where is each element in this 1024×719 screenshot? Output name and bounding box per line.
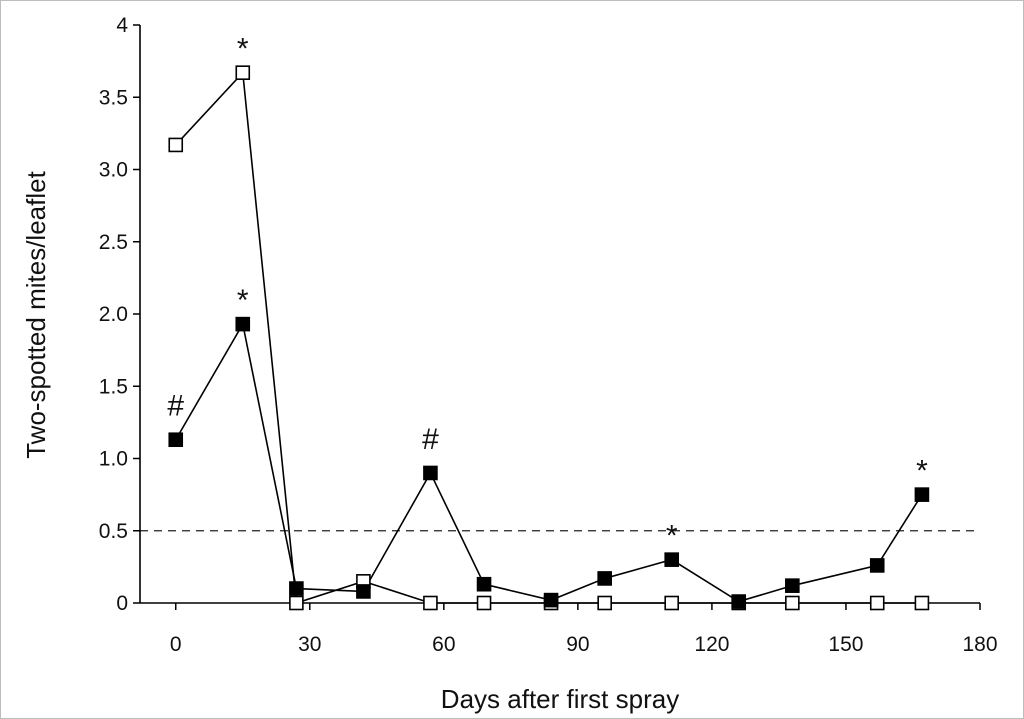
filled-square-point — [869, 558, 885, 573]
series-line-filled-square — [175, 321, 923, 603]
filled-square-point — [664, 552, 680, 567]
x-tick-label: 150 — [828, 633, 863, 656]
x-tick-label: 30 — [298, 633, 321, 656]
filled-square-point — [731, 594, 747, 609]
x-tick-label: 60 — [432, 633, 455, 656]
filled-square-point — [168, 432, 184, 448]
y-tick-label: 2.0 — [99, 303, 128, 326]
filled-square-point — [476, 576, 492, 592]
x-tick-label: 0 — [170, 633, 182, 656]
series-line-open-square — [175, 70, 922, 605]
open-square-point — [664, 595, 680, 611]
open-square-point — [597, 595, 612, 611]
filled-square-point — [289, 581, 304, 596]
filled-square-point — [356, 584, 371, 599]
y-tick-label: 4 — [116, 14, 128, 37]
filled-square-point — [423, 465, 438, 481]
significance-star: * — [237, 284, 249, 317]
significance-hash: # — [422, 423, 439, 456]
filled-square-point — [785, 578, 800, 593]
significance-star: * — [916, 455, 928, 488]
open-square-point — [869, 595, 885, 611]
filled-square-point — [597, 571, 612, 586]
y-tick-label: 2.5 — [99, 231, 128, 254]
filled-square-point — [235, 316, 251, 332]
open-square-point — [168, 137, 184, 153]
filled-square-point — [543, 592, 559, 608]
significance-star: * — [237, 33, 249, 66]
x-axis-label: Days after first spray — [441, 684, 679, 714]
y-tick-label: 1.5 — [99, 375, 128, 398]
x-tick-label: 180 — [962, 633, 997, 656]
significance-hash: # — [167, 390, 184, 423]
y-tick-label: 0 — [116, 592, 128, 615]
y-tick-label: 3.0 — [99, 159, 128, 182]
open-square-point — [914, 595, 930, 611]
filled-square-point — [914, 487, 930, 502]
significance-star: * — [666, 520, 678, 553]
y-tick-label: 1.0 — [99, 448, 128, 471]
open-square-point — [423, 595, 438, 611]
open-square-point — [235, 65, 251, 80]
open-square-point — [476, 595, 492, 611]
open-square-point — [785, 595, 800, 611]
y-tick-label: 3.5 — [99, 86, 128, 109]
y-tick-label: 0.5 — [99, 520, 128, 543]
y-axis-label: Two-spotted mites/leaflet — [21, 170, 51, 458]
x-tick-label: 90 — [566, 633, 589, 656]
open-square-point — [289, 595, 304, 611]
x-tick-label: 120 — [694, 633, 729, 656]
